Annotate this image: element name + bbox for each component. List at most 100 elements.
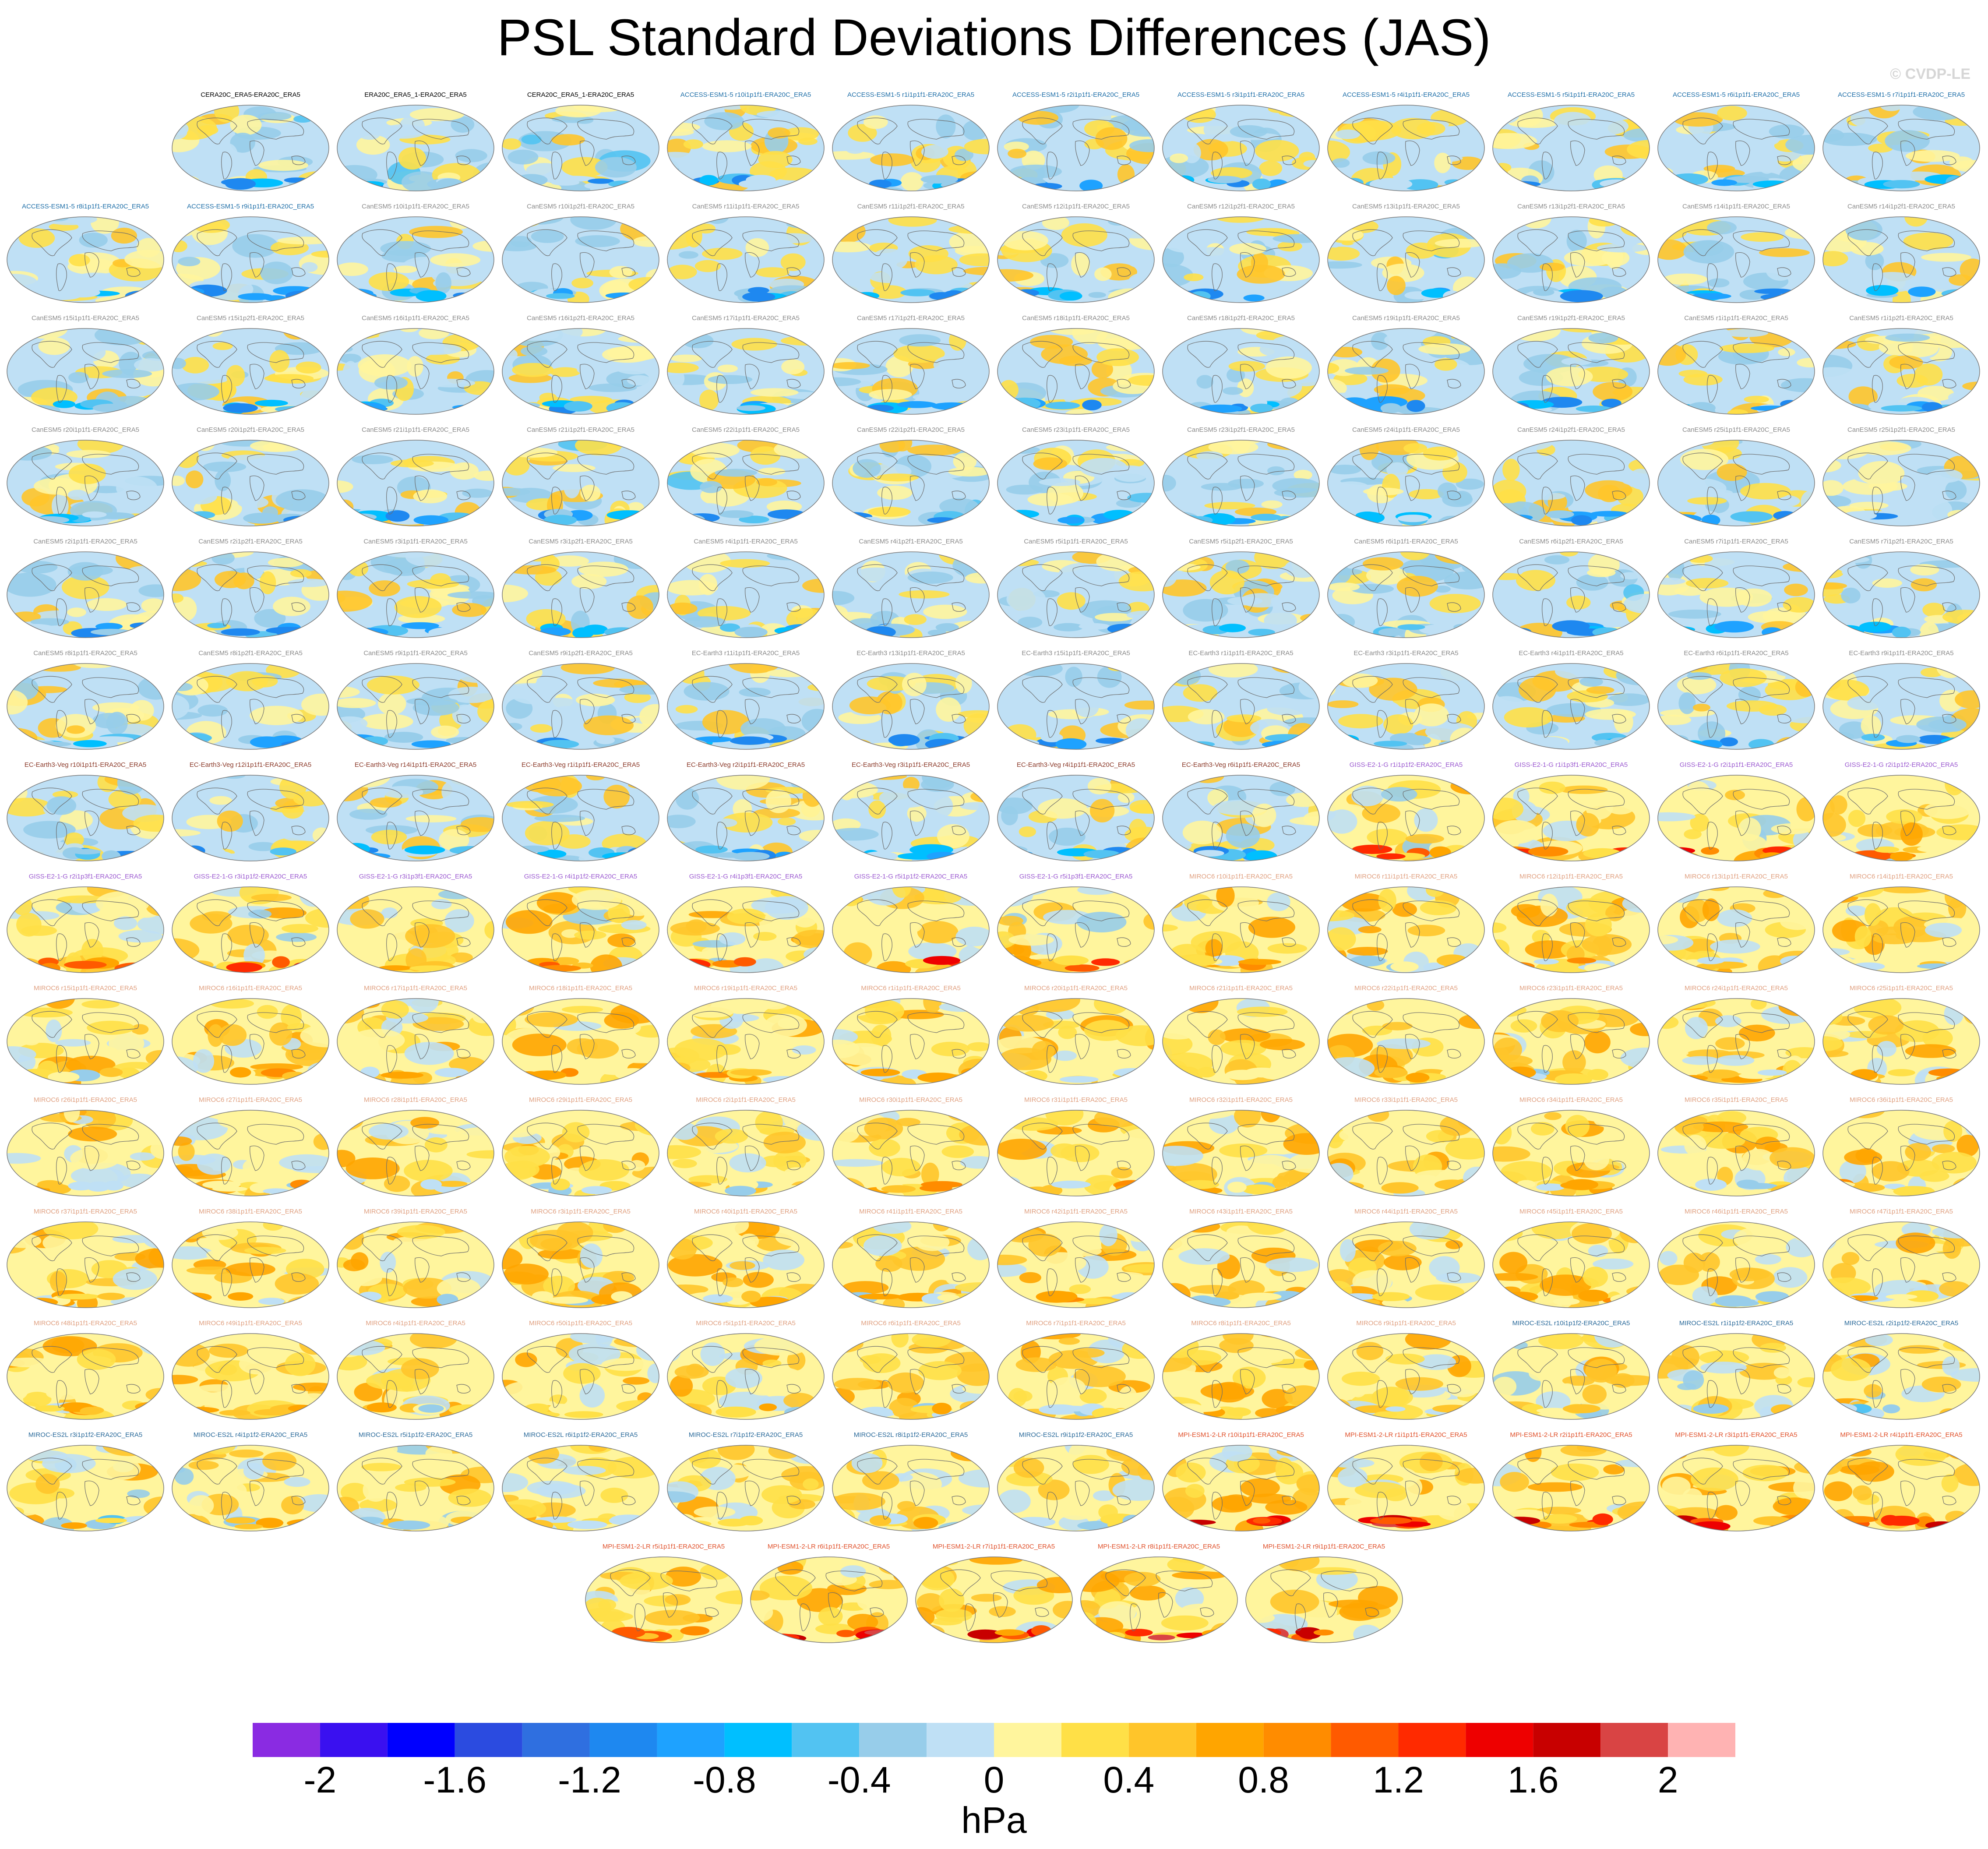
map-panel — [7, 1333, 164, 1420]
map-panel — [337, 663, 494, 750]
panel-title: MIROC6 r23i1p1f1-ERA20C_ERA5 — [1519, 984, 1623, 992]
map-panel — [1822, 440, 1980, 526]
panel-title: CanESM5 r5i1p1f1-ERA20C_ERA5 — [1024, 538, 1128, 545]
map-panel — [997, 1333, 1155, 1420]
map-panel — [1822, 1333, 1980, 1420]
map-panel — [1822, 328, 1980, 415]
colorbar-box — [589, 1723, 657, 1757]
panel-title: CanESM5 r3i1p2f1-ERA20C_ERA5 — [529, 538, 633, 545]
map-panel — [667, 775, 825, 861]
panel-title: ERA20C_ERA5_1-ERA20C_ERA5 — [364, 91, 467, 99]
map-panel — [997, 775, 1155, 861]
map-panel — [1327, 1445, 1485, 1531]
panel-title: MIROC6 r45i1p1f1-ERA20C_ERA5 — [1519, 1208, 1623, 1215]
panel-title: CanESM5 r2i1p2f1-ERA20C_ERA5 — [198, 538, 303, 545]
panel-title: GISS-E2-1-G r4i1p3f1-ERA20C_ERA5 — [689, 873, 803, 880]
map-panel — [7, 1110, 164, 1196]
map-panel — [7, 886, 164, 973]
panel-title: GISS-E2-1-G r3i1p3f1-ERA20C_ERA5 — [359, 873, 472, 880]
map-panel — [7, 1445, 164, 1531]
map-panel — [1162, 216, 1320, 303]
map-panel — [502, 663, 659, 750]
map-panel — [1492, 440, 1650, 526]
panel-title: ACCESS-ESM1-5 r9i1p1f1-ERA20C_ERA5 — [187, 203, 314, 210]
panel-title: CanESM5 r23i1p2f1-ERA20C_ERA5 — [1187, 426, 1295, 434]
panel-title: CanESM5 r3i1p1f1-ERA20C_ERA5 — [363, 538, 468, 545]
colorbar-boxes — [253, 1723, 1735, 1757]
map-panel — [7, 998, 164, 1085]
map-panel — [7, 663, 164, 750]
map-panel — [667, 1110, 825, 1196]
map-panel — [1822, 105, 1980, 191]
colorbar-tick-label: -1.2 — [558, 1759, 621, 1800]
map-panel — [997, 1110, 1155, 1196]
colorbar-box — [724, 1723, 792, 1757]
colorbar-box — [1128, 1723, 1196, 1757]
map-panel — [1657, 775, 1815, 861]
panel-title: MIROC6 r40i1p1f1-ERA20C_ERA5 — [694, 1208, 797, 1215]
panel-title: MIROC6 r31i1p1f1-ERA20C_ERA5 — [1024, 1096, 1128, 1104]
map-panel — [832, 663, 990, 750]
map-panel — [997, 328, 1155, 415]
panel-title: EC-Earth3 r4i1p1f1-ERA20C_ERA5 — [1519, 649, 1624, 657]
panel-title: CanESM5 r13i1p1f1-ERA20C_ERA5 — [1352, 203, 1460, 210]
panel-title: CanESM5 r25i1p2f1-ERA20C_ERA5 — [1847, 426, 1955, 434]
panel-title: EC-Earth3-Veg r14i1p1f1-ERA20C_ERA5 — [354, 761, 477, 769]
colorbar-tick-label: 0.4 — [1103, 1759, 1155, 1800]
map-panel — [1162, 998, 1320, 1085]
map-panel — [1492, 1221, 1650, 1308]
panel-title: CanESM5 r24i1p1f1-ERA20C_ERA5 — [1352, 426, 1460, 434]
map-panel — [667, 1445, 825, 1531]
panel-title: GISS-E2-1-G r2i1p1f2-ERA20C_ERA5 — [1844, 761, 1958, 769]
map-panel — [1327, 1221, 1485, 1308]
panel-title: EC-Earth3-Veg r3i1p1f1-ERA20C_ERA5 — [851, 761, 970, 769]
map-panel — [1492, 1445, 1650, 1531]
map-panel — [1657, 440, 1815, 526]
panel-title: MIROC6 r41i1p1f1-ERA20C_ERA5 — [859, 1208, 962, 1215]
panel-title: MIROC6 r28i1p1f1-ERA20C_ERA5 — [364, 1096, 467, 1104]
panel-title: MIROC-ES2L r9i1p1f2-ERA20C_ERA5 — [1019, 1431, 1133, 1439]
colorbar-tick-label: 1.6 — [1507, 1759, 1559, 1800]
map-panel — [997, 216, 1155, 303]
map-panel — [667, 1333, 825, 1420]
map-panel — [1822, 216, 1980, 303]
panel-title: CanESM5 r14i1p2f1-ERA20C_ERA5 — [1847, 203, 1955, 210]
panel-title: MIROC6 r27i1p1f1-ERA20C_ERA5 — [199, 1096, 302, 1104]
map-panel — [1822, 1110, 1980, 1196]
panel-title: GISS-E2-1-G r5i1p3f1-ERA20C_ERA5 — [1019, 873, 1133, 880]
colorbar-box — [253, 1723, 320, 1757]
map-panel — [1657, 551, 1815, 638]
panel-title: GISS-E2-1-G r1i1p3f1-ERA20C_ERA5 — [1514, 761, 1628, 769]
panel-title: ACCESS-ESM1-5 r6i1p1f1-ERA20C_ERA5 — [1672, 91, 1800, 99]
panel-title: MIROC-ES2L r4i1p1f2-ERA20C_ERA5 — [193, 1431, 308, 1439]
panel-title: MIROC6 r26i1p1f1-ERA20C_ERA5 — [34, 1096, 137, 1104]
colorbar-box — [1668, 1723, 1735, 1757]
panel-title: MIROC6 r43i1p1f1-ERA20C_ERA5 — [1189, 1208, 1293, 1215]
map-panel — [1822, 1221, 1980, 1308]
panel-title: MPI-ESM1-2-LR r9i1p1f1-ERA20C_ERA5 — [1262, 1543, 1385, 1550]
panel-title: MIROC6 r3i1p1f1-ERA20C_ERA5 — [531, 1208, 631, 1215]
colorbar-box — [1466, 1723, 1533, 1757]
panel-title: MIROC6 r1i1p1f1-ERA20C_ERA5 — [861, 984, 961, 992]
map-panel — [1327, 886, 1485, 973]
panel-title: EC-Earth3 r6i1p1f1-ERA20C_ERA5 — [1684, 649, 1789, 657]
map-panel — [1822, 775, 1980, 861]
map-panel — [1492, 886, 1650, 973]
map-panel — [502, 1445, 659, 1531]
panel-title: MIROC6 r5i1p1f1-ERA20C_ERA5 — [696, 1320, 796, 1327]
map-panel — [1162, 328, 1320, 415]
panel-title: MIROC6 r18i1p1f1-ERA20C_ERA5 — [529, 984, 632, 992]
panel-title: ACCESS-ESM1-5 r5i1p1f1-ERA20C_ERA5 — [1507, 91, 1635, 99]
panel-title: MIROC6 r10i1p1f1-ERA20C_ERA5 — [1189, 873, 1293, 880]
panel-title: CanESM5 r24i1p2f1-ERA20C_ERA5 — [1517, 426, 1625, 434]
map-panel — [832, 1445, 990, 1531]
map-panel — [1327, 998, 1485, 1085]
panel-title: MIROC6 r15i1p1f1-ERA20C_ERA5 — [34, 984, 137, 992]
map-panel — [832, 440, 990, 526]
panel-title: CanESM5 r1i1p1f1-ERA20C_ERA5 — [1684, 314, 1788, 322]
panel-title: GISS-E2-1-G r1i1p1f2-ERA20C_ERA5 — [1349, 761, 1463, 769]
map-panel — [502, 1110, 659, 1196]
panel-title: MIROC-ES2L r8i1p1f2-ERA20C_ERA5 — [853, 1431, 968, 1439]
colorbar-box — [455, 1723, 522, 1757]
